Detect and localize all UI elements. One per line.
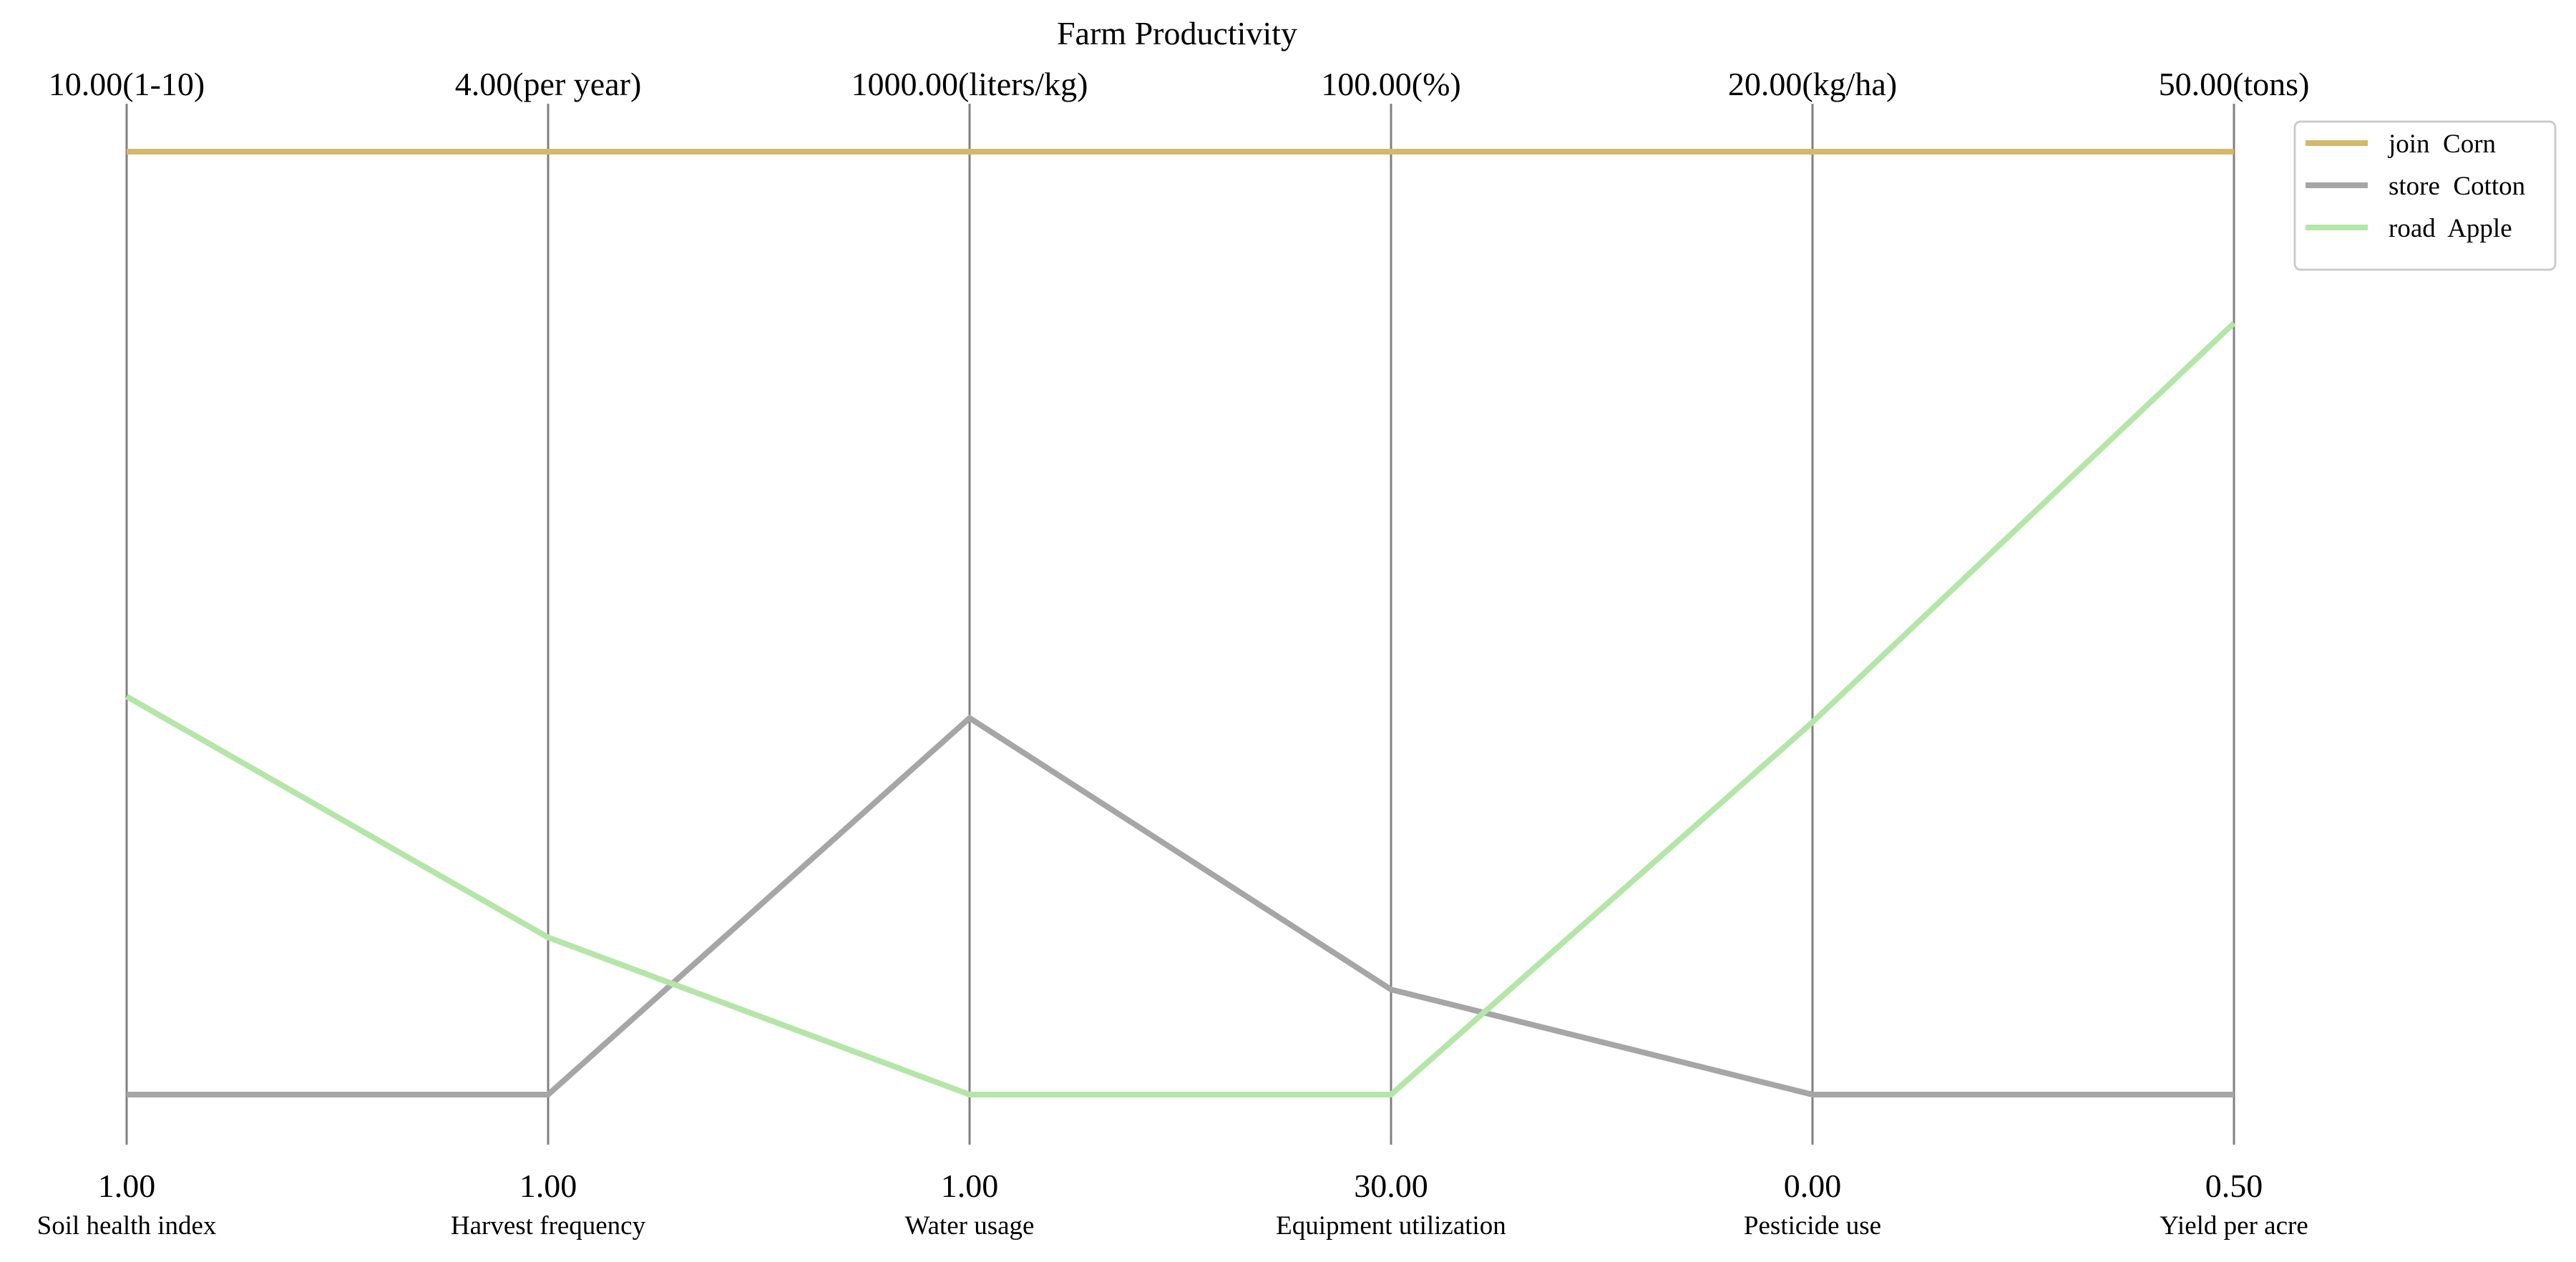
legend-label-road-apple: road Apple (2389, 214, 2512, 243)
series-line-road-apple (125, 321, 2236, 1097)
axis-name-equipment-utilization: Equipment utilization (1276, 1211, 1506, 1241)
axis-name-pesticide-use: Pesticide use (1744, 1211, 1881, 1241)
legend-label-store-cotton: store Cotton (2389, 172, 2525, 201)
axis-max-label-soil-health-index: 10.00(1-10) (49, 66, 205, 102)
legend-box (2293, 120, 2557, 271)
axis-min-label-yield-per-acre: 0.50 (2205, 1168, 2263, 1204)
axis-min-label-equipment-utilization: 30.00 (1354, 1168, 1428, 1204)
axis-max-label-equipment-utilization: 100.00(%) (1321, 66, 1460, 102)
axis-name-soil-health-index: Soil health index (37, 1211, 217, 1241)
axis-min-label-soil-health-index: 1.00 (98, 1168, 156, 1204)
axis-name-yield-per-acre: Yield per acre (2160, 1211, 2308, 1241)
axis-min-label-harvest-frequency: 1.00 (519, 1168, 577, 1204)
axis-name-water-usage: Water usage (905, 1211, 1035, 1241)
axis-max-label-water-usage: 1000.00(liters/kg) (852, 66, 1088, 102)
series-line-store-cotton (127, 714, 2234, 1097)
axis-name-harvest-frequency: Harvest frequency (451, 1211, 646, 1241)
legend-label-join-corn: join Corn (2387, 129, 2496, 159)
legend: join Corn store Cotton road Apple (2293, 120, 2557, 271)
axis-min-label-pesticide-use: 0.00 (1784, 1168, 1842, 1204)
axis-max-label-yield-per-acre: 50.00(tons) (2159, 66, 2310, 102)
axis-max-label-harvest-frequency: 4.00(per year) (455, 66, 642, 102)
chart-title: Farm Productivity (1057, 15, 1297, 52)
axis-min-label-water-usage: 1.00 (941, 1168, 999, 1204)
axis-max-label-pesticide-use: 20.00(kg/ha) (1728, 66, 1897, 102)
